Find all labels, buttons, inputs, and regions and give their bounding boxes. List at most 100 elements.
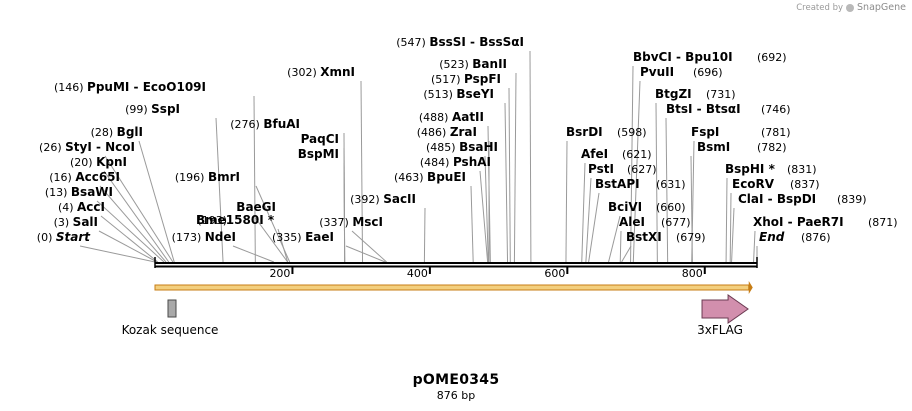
ruler-label: 800: [682, 267, 703, 280]
flag-feature-arrow: [701, 294, 749, 324]
restriction-site: BsrDI: [566, 125, 603, 139]
restriction-site: EcoRV: [732, 177, 775, 191]
site-position: (547): [396, 36, 429, 49]
site-leader: [255, 185, 291, 263]
site-name: BsaWI: [71, 185, 113, 199]
site-position: (196): [175, 171, 208, 184]
site-name: BanII: [472, 57, 507, 71]
site-label: (0) Start: [37, 230, 91, 244]
site-name: BspHI *: [725, 162, 776, 176]
restriction-site: (696): [693, 66, 723, 79]
restriction-site: (276) BfuAI: [230, 117, 300, 131]
backbone: [154, 257, 758, 268]
site-name: XhoI - PaeR7I: [753, 215, 844, 229]
site-name: BfuAI: [263, 117, 300, 131]
site-label: BspMI: [298, 147, 339, 161]
site-position: (837): [790, 178, 820, 191]
restriction-site: (876): [801, 231, 831, 244]
site-position: (337): [319, 216, 352, 229]
restriction-site: (547) BssSI - BssSαI: [396, 35, 524, 49]
site-leader: [581, 162, 586, 263]
site-name: PspFI: [464, 72, 501, 86]
site-position: (488): [419, 111, 452, 124]
site-name: BbvCI - Bpu10I: [633, 50, 733, 64]
site-leader: [215, 117, 224, 263]
site-name: BsaHI: [459, 140, 498, 154]
restriction-site: AleI: [619, 215, 645, 229]
restriction-site: BsmI: [697, 140, 730, 154]
site-position: (696): [693, 66, 723, 79]
site-name: PstI: [588, 162, 614, 176]
site-name: BseYI: [456, 87, 494, 101]
site-label: (146) PpuMI - EcoO109I: [54, 80, 206, 94]
site-label: (513) BseYI: [423, 87, 494, 101]
site-name: Start: [56, 230, 91, 244]
site-position: (193): [197, 214, 227, 227]
site-position: (16): [49, 171, 75, 184]
restriction-site: (523) BanII: [439, 57, 507, 71]
site-label: BtgZI: [655, 87, 692, 101]
site-label: PvuII: [640, 65, 674, 79]
site-leader: [343, 162, 346, 263]
site-label: PaqCI: [301, 132, 339, 146]
site-name: EcoRV: [732, 177, 775, 191]
site-label: (627): [627, 163, 657, 176]
kozak-feature-box: [167, 299, 177, 318]
site-position: (781): [761, 126, 791, 139]
site-leader: [99, 185, 167, 263]
restriction-site: PstI: [588, 162, 614, 176]
restriction-site: (463) BpuEI: [394, 170, 466, 184]
site-label: BspHI *: [725, 162, 776, 176]
site-label: (839): [837, 193, 867, 206]
site-label: (831): [787, 163, 817, 176]
ruler-label: 600: [544, 267, 565, 280]
site-label: (463) BpuEI: [394, 170, 466, 184]
site-label: (660): [656, 201, 686, 214]
site-name: BmrI: [208, 170, 240, 184]
site-position: (26): [39, 141, 65, 154]
site-name: KpnI: [96, 155, 127, 169]
site-name: PshAI: [453, 155, 491, 169]
site-leader: [103, 170, 170, 263]
site-label: EcoRV: [732, 177, 775, 191]
site-leader: [96, 200, 165, 263]
restriction-site: (26) StyI - NcoI: [39, 140, 135, 154]
site-label: (337) MscI: [319, 215, 383, 229]
site-label: BciVI: [608, 200, 642, 214]
site-name: BglI: [117, 125, 143, 139]
site-name: PvuII: [640, 65, 674, 79]
site-name: SspI: [151, 102, 180, 116]
credit-prefix: Created by: [796, 2, 844, 13]
site-leader: [729, 192, 732, 263]
restriction-site: (99) SspI: [125, 102, 180, 116]
restriction-site: (302) XmnI: [287, 65, 355, 79]
restriction-site: (485) BsaHI: [426, 140, 498, 154]
site-leader: [470, 185, 474, 263]
restriction-site: (677): [661, 216, 691, 229]
restriction-site: PaqCI: [301, 132, 339, 146]
site-name: BtgZI: [655, 87, 692, 101]
restriction-site: BaeGI: [236, 200, 276, 214]
restriction-site: BstXI: [626, 230, 662, 244]
site-name: End: [759, 230, 785, 244]
site-label: (196) BmrI: [175, 170, 240, 184]
site-position: (621): [622, 148, 652, 161]
site-label: (523) BanII: [439, 57, 507, 71]
restriction-site: (692): [757, 51, 787, 64]
site-name: BaeGI: [236, 200, 276, 214]
site-leader: [585, 177, 592, 263]
site-label: (517) PspFI: [431, 72, 501, 86]
site-position: (173): [172, 231, 205, 244]
site-leader: [621, 245, 632, 263]
feature-label: 3xFLAG: [697, 323, 743, 337]
site-name: StyI - NcoI: [65, 140, 135, 154]
restriction-site: (871): [868, 216, 898, 229]
restriction-site: BstAPI: [595, 177, 640, 191]
site-label: (696): [693, 66, 723, 79]
site-leader: [487, 125, 491, 263]
site-position: (731): [706, 88, 736, 101]
site-leader: [504, 102, 509, 263]
restriction-site: BspHI *: [725, 162, 776, 176]
site-position: (839): [837, 193, 867, 206]
site-leader: [351, 230, 387, 263]
